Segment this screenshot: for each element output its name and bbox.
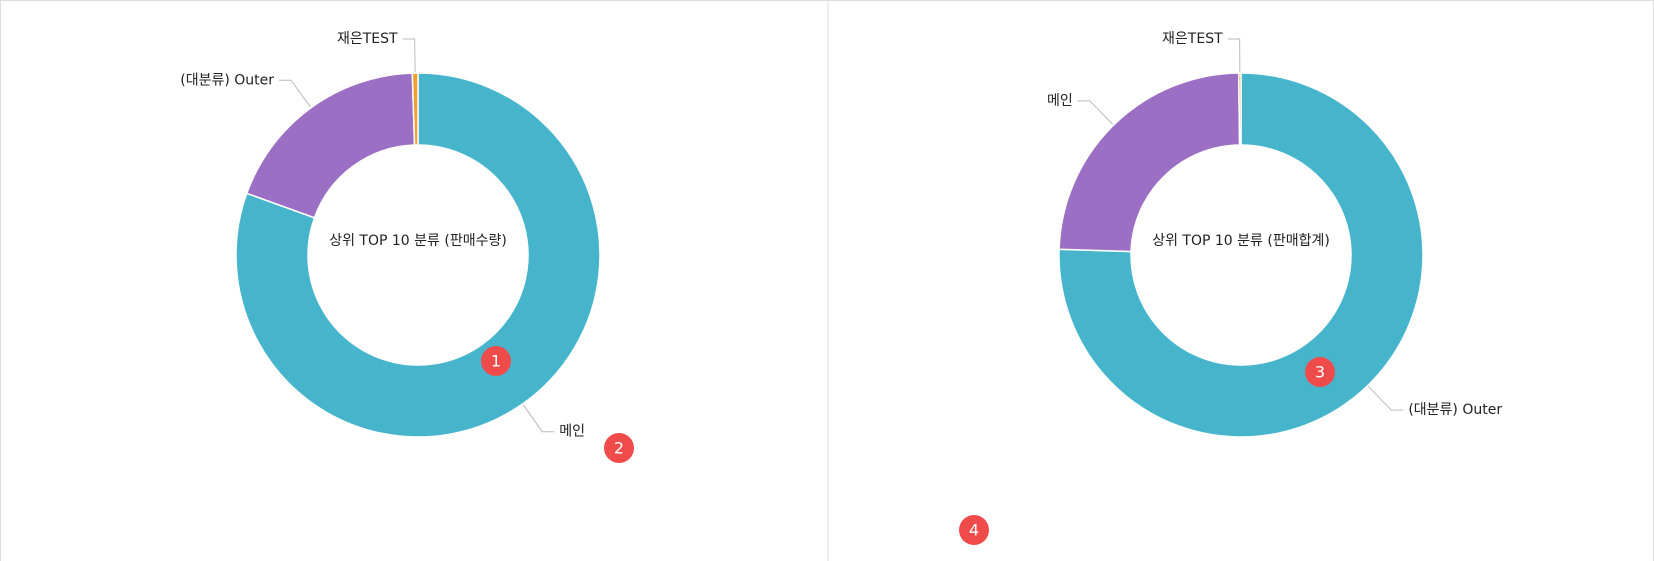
leader-line: [402, 38, 416, 73]
leader-line: [522, 404, 555, 433]
slice-label: (대분류) Outer: [1408, 402, 1502, 418]
badge-label: 3: [1315, 363, 1325, 382]
donut-slice: [1058, 72, 1424, 438]
slice-label: 재은TEST: [337, 31, 398, 47]
slice-label: 메인: [1047, 93, 1073, 109]
badge: 1: [481, 346, 511, 376]
leader-line: [1227, 38, 1241, 73]
chart-title: 상위 TOP 10 분류 (판매합계): [1152, 233, 1330, 249]
slice-label: (대분류) Outer: [180, 72, 274, 88]
leader-line: [279, 79, 311, 108]
donut-slice: [411, 72, 419, 146]
slice-label: 메인: [559, 424, 585, 440]
leader-line: [1367, 386, 1404, 411]
badge-label: 4: [969, 521, 979, 540]
badge-label: 1: [491, 352, 501, 371]
badge: 3: [1305, 357, 1335, 387]
badge-label: 2: [614, 439, 624, 458]
slice-label: 재은TEST: [1162, 31, 1223, 47]
badge: 2: [604, 433, 634, 463]
chart-title: 상위 TOP 10 분류 (판매수량): [329, 233, 507, 249]
donut-slice: [235, 72, 601, 438]
badge: 4: [959, 515, 989, 545]
donut-slice: [1237, 72, 1242, 146]
leader-line: [1077, 100, 1114, 125]
charts: 메인 (대분류) Outer 재은TEST 상위 TOP 10 분류 (판매수량) (대…: [180, 31, 1502, 440]
donut-slice: [1058, 72, 1241, 253]
